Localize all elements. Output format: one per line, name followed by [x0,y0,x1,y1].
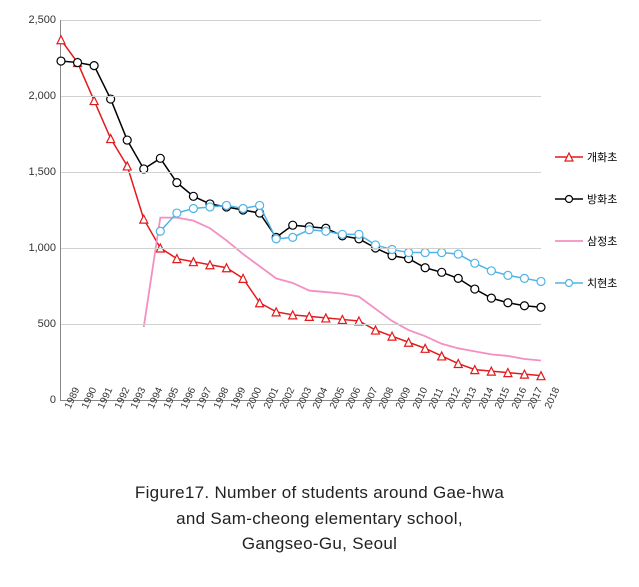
series-marker [388,332,396,340]
series-marker [107,135,115,143]
y-tick-label: 1,500 [12,166,56,178]
legend-label: 치현초 [587,275,617,291]
y-tick-label: 1,000 [12,242,56,254]
series-marker [256,201,264,209]
series-marker [189,192,197,200]
series-marker [272,235,280,243]
y-tick-label: 0 [12,394,56,406]
series-marker [74,59,82,67]
series-marker [173,209,181,217]
series-marker [405,249,413,257]
series-marker [289,233,297,241]
series-marker [421,344,429,352]
series-marker [123,136,131,144]
series-marker [173,179,181,187]
series-marker [504,299,512,307]
series-marker [537,277,545,285]
caption-line1: Figure17. Number of students around Gae-… [135,483,504,502]
series-marker [371,326,379,334]
series-marker [206,203,214,211]
series-marker [239,274,247,282]
series-marker [454,250,462,258]
series-marker [454,274,462,282]
series-marker [438,268,446,276]
series-marker [338,230,346,238]
caption-line2: and Sam-cheong elementary school, [176,509,463,528]
legend-item: 삼정초 [555,234,617,248]
legend: 개화초방화초삼정초치현초 [555,150,617,318]
series-marker [504,271,512,279]
series-marker [487,267,495,275]
series-marker [438,352,446,360]
gridline [61,96,541,97]
x-tick-label: 2018 [543,386,562,411]
series-marker [57,57,65,65]
series-marker [405,338,413,346]
legend-item: 방화초 [555,192,617,206]
series-marker [140,215,148,223]
series-marker [471,259,479,267]
legend-swatch [555,192,583,206]
legend-label: 방화초 [587,191,617,207]
series-marker [454,360,462,368]
series-marker [537,303,545,311]
legend-swatch [555,234,583,248]
legend-label: 개화초 [587,149,617,165]
gridline [61,324,541,325]
legend-item: 개화초 [555,150,617,164]
series-line-치현초 [160,205,541,281]
student-count-chart: 개화초방화초삼정초치현초 05001,0001,5002,0002,500198… [10,10,629,460]
series-marker [322,227,330,235]
series-marker [421,249,429,257]
series-marker [239,204,247,212]
series-marker [305,226,313,234]
caption-line3: Gangseo-Gu, Seoul [242,534,397,553]
legend-swatch [555,276,583,290]
figure-caption: Figure17. Number of students around Gae-… [10,480,629,557]
series-marker [289,221,297,229]
series-marker [90,62,98,70]
series-marker [156,154,164,162]
series-marker [421,264,429,272]
gridline [61,248,541,249]
series-marker [90,97,98,105]
y-tick-label: 500 [12,318,56,330]
series-marker [471,285,479,293]
plot-area [60,20,541,401]
legend-item: 치현초 [555,276,617,290]
y-tick-label: 2,500 [12,14,56,26]
y-tick-label: 2,000 [12,90,56,102]
series-marker [223,201,231,209]
gridline [61,172,541,173]
series-marker [123,162,131,170]
legend-swatch [555,150,583,164]
series-marker [189,204,197,212]
legend-label: 삼정초 [587,233,617,249]
series-marker [487,294,495,302]
series-marker [156,227,164,235]
series-marker [355,230,363,238]
gridline [61,20,541,21]
series-marker [57,36,65,44]
series-marker [520,302,528,310]
series-marker [520,274,528,282]
chart-svg [61,20,541,400]
series-marker [438,249,446,257]
series-marker [388,246,396,254]
series-line-개화초 [61,40,541,376]
